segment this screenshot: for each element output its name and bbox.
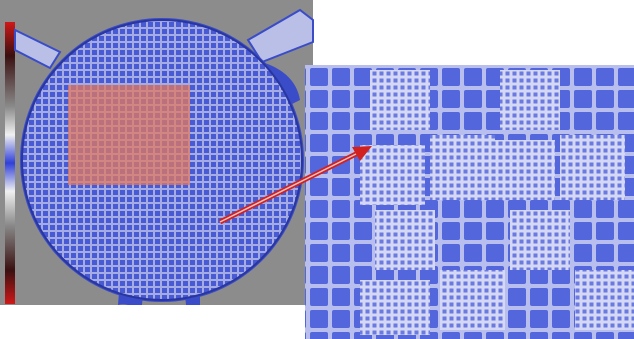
mesh-block xyxy=(495,140,555,200)
mesh-block xyxy=(500,70,560,130)
mesh-block xyxy=(560,135,625,200)
mesh-block xyxy=(575,270,634,330)
page xyxy=(0,0,634,339)
mesh-block xyxy=(430,135,495,200)
mesh-block xyxy=(360,280,430,335)
mesh-block xyxy=(440,270,505,330)
figure xyxy=(0,0,634,339)
left-panel-bottom xyxy=(0,305,313,339)
mesh-block xyxy=(370,70,430,130)
mesh-block xyxy=(510,210,570,270)
mesh-block xyxy=(375,210,435,270)
mesh-block xyxy=(360,145,425,205)
color-bar xyxy=(5,22,15,304)
selection-region xyxy=(68,85,190,185)
